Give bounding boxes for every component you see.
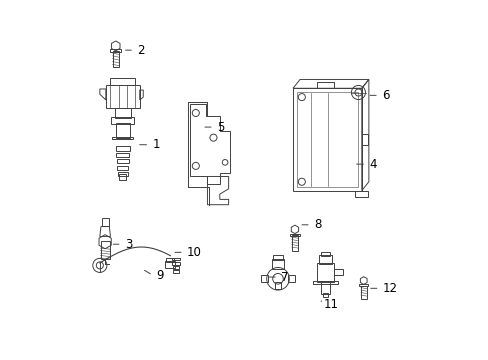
- Text: 3: 3: [124, 238, 132, 251]
- Text: 7: 7: [281, 270, 288, 284]
- Bar: [165, 261, 175, 268]
- Text: 5: 5: [217, 121, 224, 134]
- Bar: [360, 286, 366, 299]
- Bar: [116, 123, 130, 138]
- Bar: [321, 252, 329, 256]
- Bar: [172, 262, 180, 265]
- Bar: [116, 153, 129, 157]
- Bar: [115, 108, 130, 118]
- Bar: [112, 136, 133, 139]
- Bar: [110, 49, 121, 51]
- Bar: [289, 234, 299, 236]
- Bar: [110, 78, 135, 85]
- Bar: [166, 258, 174, 262]
- Text: 2: 2: [137, 44, 144, 57]
- Bar: [322, 293, 328, 297]
- Text: 9: 9: [156, 269, 163, 282]
- Bar: [117, 166, 128, 170]
- Bar: [102, 218, 108, 226]
- Bar: [316, 82, 334, 88]
- Bar: [292, 88, 361, 190]
- Bar: [173, 270, 178, 273]
- Text: 10: 10: [186, 246, 202, 259]
- Bar: [117, 159, 128, 163]
- Bar: [358, 284, 367, 286]
- Bar: [334, 269, 343, 275]
- Bar: [291, 235, 298, 251]
- Text: 6: 6: [381, 89, 389, 102]
- Bar: [101, 241, 109, 259]
- Bar: [171, 258, 180, 260]
- Bar: [275, 282, 280, 289]
- Text: 11: 11: [323, 298, 338, 311]
- Bar: [313, 280, 337, 284]
- Text: 4: 4: [368, 158, 376, 171]
- Bar: [296, 92, 358, 187]
- Text: 1: 1: [152, 138, 160, 151]
- Bar: [321, 281, 329, 294]
- Bar: [354, 190, 367, 197]
- Bar: [261, 275, 267, 282]
- Bar: [118, 172, 127, 176]
- Bar: [272, 255, 283, 260]
- Bar: [116, 147, 130, 151]
- Bar: [119, 174, 126, 180]
- Bar: [271, 259, 284, 269]
- Bar: [173, 266, 179, 269]
- Text: 12: 12: [382, 282, 397, 295]
- Bar: [287, 275, 294, 282]
- Bar: [112, 51, 119, 67]
- Bar: [316, 263, 334, 282]
- Bar: [319, 255, 331, 264]
- Text: 8: 8: [313, 218, 321, 231]
- Bar: [105, 85, 140, 108]
- Bar: [361, 134, 367, 145]
- Bar: [111, 117, 134, 123]
